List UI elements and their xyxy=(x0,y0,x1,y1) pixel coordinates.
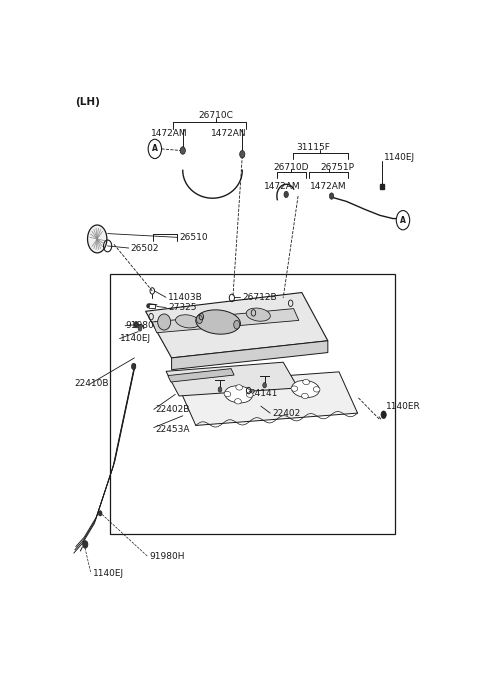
Ellipse shape xyxy=(313,387,320,392)
Text: A: A xyxy=(400,216,406,225)
Circle shape xyxy=(148,139,162,159)
Text: 24141: 24141 xyxy=(250,389,278,398)
Text: 1140EJ: 1140EJ xyxy=(120,334,151,343)
Polygon shape xyxy=(172,341,328,370)
Polygon shape xyxy=(145,292,328,358)
Ellipse shape xyxy=(291,381,320,397)
Text: 91980N: 91980N xyxy=(125,322,161,331)
Bar xyxy=(110,274,395,534)
Text: 11403B: 11403B xyxy=(168,293,203,302)
Circle shape xyxy=(87,225,107,253)
Text: 27325: 27325 xyxy=(168,303,196,312)
Circle shape xyxy=(329,193,334,199)
Circle shape xyxy=(196,315,203,324)
Text: 1472AM: 1472AM xyxy=(264,182,301,191)
Text: 26710C: 26710C xyxy=(199,111,234,120)
Ellipse shape xyxy=(176,315,200,328)
Text: 1140ER: 1140ER xyxy=(385,402,420,411)
Text: 22402B: 22402B xyxy=(155,405,189,414)
Text: 22410B: 22410B xyxy=(74,379,108,388)
Ellipse shape xyxy=(246,392,253,397)
Text: 26502: 26502 xyxy=(131,244,159,253)
Circle shape xyxy=(147,303,150,308)
Polygon shape xyxy=(166,362,298,396)
Circle shape xyxy=(132,363,136,370)
Ellipse shape xyxy=(157,314,171,330)
Text: 1140EJ: 1140EJ xyxy=(384,153,415,162)
Text: 26751P: 26751P xyxy=(320,163,354,172)
Text: 26510: 26510 xyxy=(179,233,208,242)
Circle shape xyxy=(98,511,102,516)
Circle shape xyxy=(284,191,288,198)
Polygon shape xyxy=(177,372,358,425)
Circle shape xyxy=(83,541,88,548)
Circle shape xyxy=(263,383,266,388)
Ellipse shape xyxy=(211,311,235,324)
Ellipse shape xyxy=(291,386,298,391)
Ellipse shape xyxy=(236,385,242,390)
Ellipse shape xyxy=(196,310,240,334)
Polygon shape xyxy=(168,369,234,382)
Text: A: A xyxy=(152,144,158,153)
Text: (LH): (LH) xyxy=(75,97,100,107)
Ellipse shape xyxy=(224,391,231,397)
Text: 1472AM: 1472AM xyxy=(310,182,346,191)
Text: 26710D: 26710D xyxy=(273,163,309,172)
Text: 91980H: 91980H xyxy=(149,552,185,561)
Polygon shape xyxy=(380,184,384,189)
Ellipse shape xyxy=(235,399,241,404)
Circle shape xyxy=(134,322,139,328)
Polygon shape xyxy=(152,308,299,333)
Text: 1472AN: 1472AN xyxy=(212,129,247,139)
Text: 22402: 22402 xyxy=(272,409,300,418)
Text: 31115F: 31115F xyxy=(296,143,330,152)
Text: 26712B: 26712B xyxy=(242,293,277,302)
Text: 22453A: 22453A xyxy=(155,425,189,434)
Circle shape xyxy=(180,147,185,155)
Text: 1140EJ: 1140EJ xyxy=(93,569,124,578)
Ellipse shape xyxy=(225,386,252,403)
Ellipse shape xyxy=(246,308,270,322)
Circle shape xyxy=(240,150,245,158)
Ellipse shape xyxy=(301,393,308,399)
Text: 1472AM: 1472AM xyxy=(151,129,188,139)
Ellipse shape xyxy=(303,379,310,385)
Circle shape xyxy=(218,387,222,393)
Circle shape xyxy=(138,326,142,331)
Circle shape xyxy=(381,411,386,418)
Circle shape xyxy=(396,210,410,230)
Circle shape xyxy=(234,320,240,329)
